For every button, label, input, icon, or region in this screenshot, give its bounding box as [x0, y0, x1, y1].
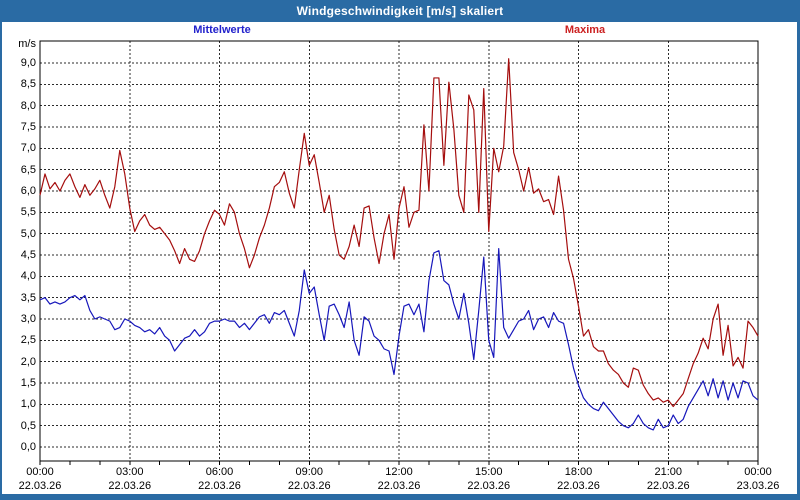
- y-tick-label: 7,0: [20, 142, 36, 155]
- y-tick-label: 0,0: [20, 441, 36, 453]
- x-tick-label: 03:00 22.03.26: [85, 466, 175, 494]
- y-tick-label: 2,0: [20, 355, 36, 368]
- y-tick-label: 8,0: [20, 99, 36, 112]
- x-tick-date: 23.03.26: [736, 480, 780, 492]
- legend-maxima: Maxima: [564, 24, 606, 36]
- x-tick-time: 18:00: [564, 466, 593, 478]
- y-tick-label: 3,0: [20, 312, 36, 325]
- y-axis-unit-label: m/s: [18, 38, 36, 50]
- y-tick-label: 4,0: [20, 270, 36, 283]
- x-tick-label: 00:00 23.03.26: [713, 466, 800, 494]
- x-tick-date: 22.03.26: [287, 480, 331, 492]
- x-tick-date: 22.03.26: [646, 480, 690, 492]
- x-tick-time: 15:00: [474, 466, 503, 478]
- y-tick-label: 6,0: [20, 184, 36, 197]
- x-tick-date: 22.03.26: [108, 480, 152, 492]
- x-tick-date: 22.03.26: [557, 480, 600, 492]
- y-tick-label: 3,5: [20, 291, 36, 304]
- x-tick-date: 22.03.26: [198, 480, 241, 492]
- x-tick-label: 18:00 22.03.26: [534, 466, 624, 494]
- y-tick-label: 6,5: [20, 163, 36, 176]
- y-tick-label: 8,5: [20, 78, 36, 91]
- y-tick-label: 2,5: [20, 334, 36, 347]
- y-tick-label: 5,0: [20, 227, 36, 240]
- x-tick-label: 21:00 22.03.26: [623, 466, 713, 494]
- y-tick-label: 0,5: [20, 419, 36, 432]
- x-tick-time: 00:00: [26, 466, 54, 478]
- chart-background: [2, 22, 797, 494]
- window-title: Windgeschwindigkeit [m/s] skaliert: [296, 4, 504, 18]
- x-tick-time: 00:00: [744, 466, 772, 478]
- x-tick-date: 22.03.26: [377, 480, 421, 492]
- x-tick-time: 03:00: [115, 466, 144, 478]
- window-titlebar: Windgeschwindigkeit [m/s] skaliert: [0, 0, 800, 22]
- x-tick-label: 09:00 22.03.26: [264, 466, 354, 494]
- y-tick-label: 1,5: [20, 376, 36, 389]
- x-tick-time: 21:00: [654, 466, 683, 478]
- x-tick-date: 22.03.26: [467, 480, 511, 492]
- x-tick-label: 12:00 22.03.26: [354, 466, 444, 494]
- x-tick-time: 06:00: [205, 466, 234, 478]
- y-tick-label: 1,0: [20, 398, 36, 411]
- x-tick-label: 06:00 22.03.26: [175, 466, 265, 494]
- x-tick-label: 00:00 22.03.26: [0, 466, 85, 494]
- y-tick-label: 9,0: [20, 56, 36, 69]
- y-tick-label: 7,5: [20, 120, 36, 133]
- y-tick-label: 4,5: [20, 248, 36, 261]
- legend-mittelwerte: Mittelwerte: [193, 24, 251, 36]
- x-tick-time: 09:00: [295, 466, 324, 478]
- x-tick-label: 15:00 22.03.26: [444, 466, 534, 494]
- x-tick-date: 22.03.26: [18, 480, 62, 492]
- x-tick-time: 12:00: [385, 466, 413, 478]
- y-tick-label: 5,5: [20, 206, 36, 219]
